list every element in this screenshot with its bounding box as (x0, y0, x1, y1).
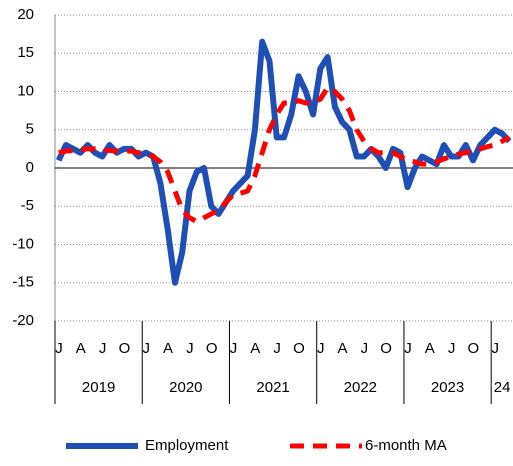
year-label: 2021 (256, 379, 289, 396)
x-tick-label: O (468, 340, 480, 357)
y-tick-label: 0 (26, 159, 34, 176)
y-tick-label: 10 (17, 82, 34, 99)
x-tick-label: J (230, 340, 238, 357)
x-tick-label: A (76, 340, 86, 357)
x-tick-label: J (99, 340, 107, 357)
year-label: 2023 (431, 379, 464, 396)
legend-label: Employment (145, 437, 229, 454)
x-tick-label: A (425, 340, 435, 357)
x-tick-label: O (380, 340, 392, 357)
y-tick-label: -10 (12, 235, 34, 252)
y-tick-label: -5 (21, 197, 34, 214)
year-label: 2020 (169, 379, 202, 396)
year-label: 2022 (344, 379, 377, 396)
x-tick-label: J (186, 340, 194, 357)
year-label: 2019 (82, 379, 115, 396)
x-tick-label: A (163, 340, 173, 357)
x-tick-label: J (273, 340, 281, 357)
x-tick-label: J (55, 340, 63, 357)
x-tick-label: J (317, 340, 325, 357)
y-tick-label: -20 (12, 312, 34, 329)
x-tick-label: A (250, 340, 260, 357)
x-tick-label: A (338, 340, 348, 357)
x-tick-label: J (448, 340, 456, 357)
y-tick-label: 5 (26, 121, 34, 138)
x-tick-label: J (142, 340, 150, 357)
x-tick-label: J (404, 340, 412, 357)
y-tick-label: 15 (17, 44, 34, 61)
x-tick-label: O (206, 340, 218, 357)
x-tick-label: J (361, 340, 369, 357)
y-tick-label: 20 (17, 6, 34, 23)
year-label: 24 (494, 379, 511, 396)
x-tick-label: O (119, 340, 131, 357)
y-tick-label: -15 (12, 274, 34, 291)
legend-label: 6-month MA (365, 437, 447, 454)
x-tick-label: O (293, 340, 305, 357)
series-line (58, 85, 511, 225)
x-tick-label: J (491, 340, 499, 357)
